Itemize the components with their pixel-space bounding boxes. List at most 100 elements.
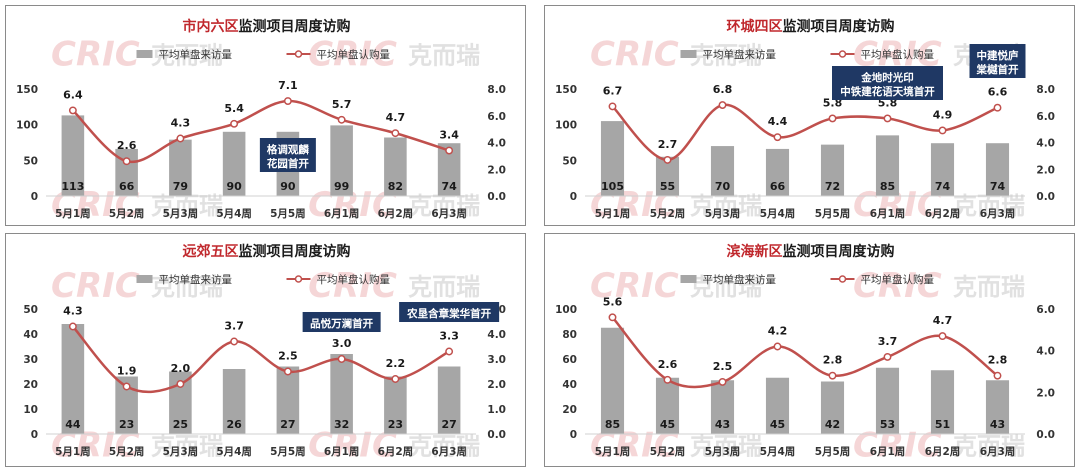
x-tick-label: 5月1周 [55, 446, 91, 458]
bar [820, 381, 845, 434]
right-axis-tick: 6.0 [1036, 111, 1055, 123]
bar-value-label: 74 [935, 180, 951, 193]
bar-value-label: 74 [441, 180, 457, 193]
right-axis-tick: 2.0 [487, 379, 506, 391]
line-point [176, 134, 185, 143]
chart-title-rest: 监测项目周度访购 [783, 18, 895, 35]
bar [384, 137, 407, 196]
line-value-label: 6.4 [63, 88, 83, 101]
chart-title: 市内六区监测项目周度访购 [183, 18, 351, 35]
line-point [122, 157, 131, 166]
bar-value-label: 45 [770, 418, 785, 431]
line-value-label: 4.4 [768, 115, 788, 128]
chart-title-rest: 监测项目周度访购 [783, 243, 895, 260]
legend-line-label: 平均单盘认购量 [317, 48, 391, 61]
bar-value-label: 43 [990, 418, 1005, 431]
annotation-text: 中铁建花语天境首开 [840, 85, 935, 98]
chart-panel-3: CRIC 克而瑞 CRIC 克而瑞 CRIC 克而瑞 CRIC 克而瑞 远郊五区监测项目周度访购… [5, 233, 526, 467]
x-tick-label: 6月3周 [980, 446, 1016, 458]
chart-title-highlight: 远郊五区 [183, 243, 239, 260]
legend-line-label: 平均单盘认购量 [861, 273, 935, 286]
line-point [828, 114, 837, 123]
line-value-label: 3.7 [224, 320, 244, 333]
left-axis-tick: 150 [16, 84, 38, 96]
bar-value-label: 25 [173, 418, 188, 431]
line-point [445, 347, 454, 356]
watermark-cn: 克而瑞 [151, 432, 223, 460]
annotation-text: 品悦万澜首开 [310, 317, 373, 330]
bar-value-label: 105 [601, 180, 624, 193]
bar [820, 144, 845, 196]
left-axis-tick: 50 [23, 304, 38, 316]
bar [61, 324, 85, 434]
bar-value-label: 44 [65, 418, 81, 431]
left-axis-tick: 20 [23, 379, 38, 391]
x-tick-label: 5月2周 [650, 208, 686, 220]
right-axis-tick: 2.0 [1036, 387, 1055, 399]
legend-bar-label: 平均单盘来访量 [703, 273, 777, 286]
bar [222, 369, 246, 434]
bar-value-label: 43 [715, 418, 730, 431]
x-tick-label: 5月1周 [595, 446, 631, 458]
legend-bar-swatch [680, 50, 697, 58]
right-axis-tick: 4.0 [1036, 138, 1055, 150]
line-point [608, 102, 617, 111]
bar [600, 121, 625, 196]
x-tick-label: 5月5周 [270, 446, 306, 458]
line-point [828, 371, 837, 380]
chart-title: 滨海新区监测项目周度访购 [727, 243, 895, 260]
line-point [283, 367, 292, 376]
legend-line-marker [838, 275, 847, 283]
right-axis-tick: 3.0 [487, 354, 506, 366]
bar [330, 354, 353, 434]
annotation-text: 花园首开 [267, 157, 309, 170]
line-value-label: 2.5 [278, 350, 298, 363]
bar-value-label: 82 [388, 180, 403, 193]
x-tick-label: 5月3周 [705, 446, 741, 458]
x-tick-label: 5月1周 [595, 208, 631, 220]
chart-title: 环城四区监测项目周度访购 [727, 18, 895, 35]
watermark-cn: 克而瑞 [953, 192, 1025, 220]
line-value-label: 5.4 [224, 102, 244, 115]
annotation-box: 农垦含章棠华首开 [399, 302, 500, 322]
x-tick-label: 5月2周 [650, 446, 686, 458]
annotation-text: 金地时光印 [860, 71, 914, 84]
line-value-label: 2.7 [658, 138, 678, 151]
right-axis-tick: 2.0 [487, 164, 506, 176]
bar [222, 131, 246, 196]
bar [985, 143, 1010, 196]
annotation-text: 农垦含章棠华首开 [406, 307, 491, 320]
left-axis-tick: 80 [562, 329, 577, 341]
legend-bar-label: 平均单盘来访量 [159, 273, 233, 286]
line-value-label: 3.7 [878, 335, 898, 348]
annotation-text: 中建悦庐 [977, 49, 1019, 62]
x-tick-label: 6月1周 [324, 208, 360, 220]
legend-line-label: 平均单盘认购量 [861, 48, 935, 61]
x-tick-label: 5月3周 [163, 446, 199, 458]
bar-value-label: 85 [605, 418, 620, 431]
x-tick-label: 6月2周 [925, 446, 961, 458]
watermark-cn: 克而瑞 [408, 42, 480, 70]
bar-value-label: 55 [660, 180, 675, 193]
right-axis-tick: 4.0 [1036, 346, 1055, 358]
line-value-label: 2.6 [117, 139, 137, 152]
bar [985, 380, 1010, 434]
annotation-text: 棠樾首开 [976, 63, 1019, 76]
line-point [993, 103, 1002, 112]
bar [437, 143, 461, 196]
bar [655, 377, 680, 434]
chart-panel-1: CRIC 克而瑞 CRIC 克而瑞 CRIC 克而瑞 CRIC 克而瑞 市内六区监测项目周度访购… [5, 5, 526, 226]
line-point [176, 380, 185, 388]
line-point [883, 352, 892, 361]
bar-value-label: 27 [280, 418, 295, 431]
line-point [230, 337, 239, 346]
line-value-label: 2.0 [171, 362, 191, 375]
left-axis-tick: 0 [31, 429, 38, 441]
watermark-cn: 克而瑞 [408, 273, 480, 301]
x-tick-label: 5月2周 [109, 446, 145, 458]
line-value-label: 6.8 [713, 83, 733, 96]
bar-value-label: 66 [770, 180, 786, 193]
